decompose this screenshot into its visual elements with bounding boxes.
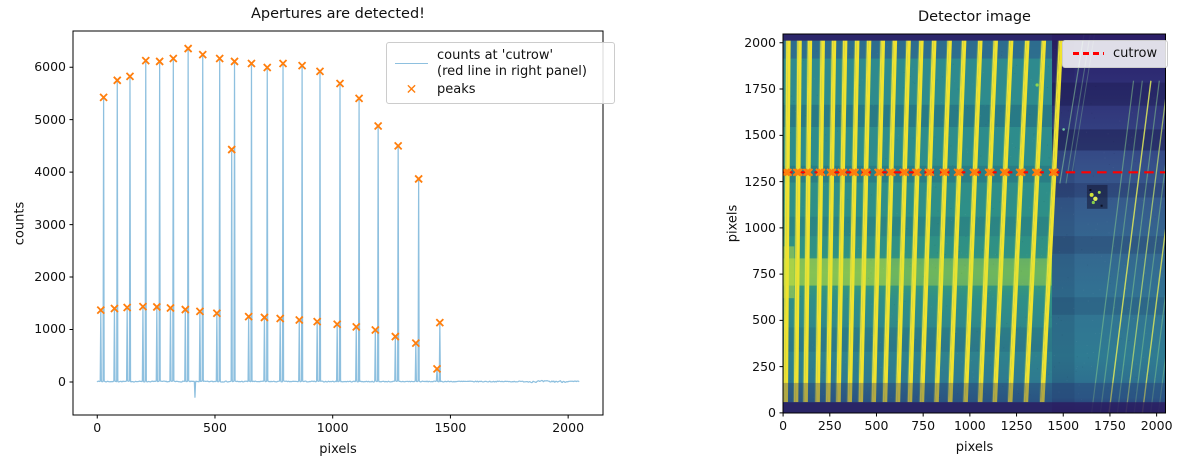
tick-label: 1250 — [744, 173, 776, 189]
legend-entry-cutrow-label: cutrow — [1113, 46, 1158, 61]
tick-label: 1000 — [744, 219, 776, 235]
tick-label: 1500 — [1047, 418, 1080, 433]
counts-line-swatch — [395, 63, 428, 64]
tick-label: 750 — [752, 266, 776, 282]
right-plot-title: Detector image — [918, 9, 1031, 25]
tick-label: 1000 — [953, 418, 986, 433]
tick-label: 1500 — [434, 420, 467, 435]
legend-entry-counts-label: counts at 'cutrow' (red line in right pa… — [437, 48, 587, 79]
tick-label: 750 — [911, 418, 936, 433]
tick-label: 0 — [768, 404, 776, 420]
tick-label: 1000 — [34, 321, 66, 337]
legend-entry-peaks-label: peaks — [437, 82, 476, 97]
tick-label: 1250 — [1000, 418, 1033, 433]
tick-label: 0 — [58, 373, 66, 389]
tick-label: 2000 — [744, 34, 776, 50]
right-yaxis-label: pixels — [725, 204, 741, 243]
tick-label: 1750 — [744, 81, 776, 97]
tick-label: 1750 — [1094, 418, 1126, 433]
tick-label: 2000 — [552, 420, 585, 435]
tick-label: 500 — [864, 418, 889, 433]
tick-label: 5000 — [34, 111, 66, 127]
tick-label: 500 — [752, 312, 776, 328]
tick-label: 6000 — [34, 59, 66, 75]
tick-label: 3000 — [34, 216, 66, 232]
peaks-x-marker-icon: ✕ — [405, 81, 418, 98]
tick-label: 4000 — [34, 164, 66, 180]
tick-label: 1500 — [744, 127, 776, 143]
tick-label: 2000 — [34, 269, 66, 285]
legend-entry-peaks: ✕ peaks — [395, 82, 606, 98]
tick-label: 500 — [203, 420, 227, 435]
legend-entry-counts: counts at 'cutrow' (red line in right pa… — [395, 48, 606, 79]
tick-label: 0 — [779, 418, 788, 433]
right-xaxis-label: pixels — [955, 440, 994, 455]
left-xaxis-label: pixels — [319, 442, 357, 457]
tick-label: 250 — [752, 358, 776, 374]
right-legend: cutrow — [1062, 40, 1169, 68]
left-legend: counts at 'cutrow' (red line in right pa… — [386, 42, 615, 104]
left-plot-title: Apertures are detected! — [251, 6, 425, 22]
cutrow-dashed-line-swatch — [1073, 52, 1104, 56]
tick-label: 1000 — [316, 420, 349, 435]
left-yaxis-label: counts — [12, 201, 28, 246]
tick-label: 0 — [93, 420, 102, 435]
tick-label: 250 — [817, 418, 842, 433]
tick-label: 2000 — [1140, 418, 1173, 433]
